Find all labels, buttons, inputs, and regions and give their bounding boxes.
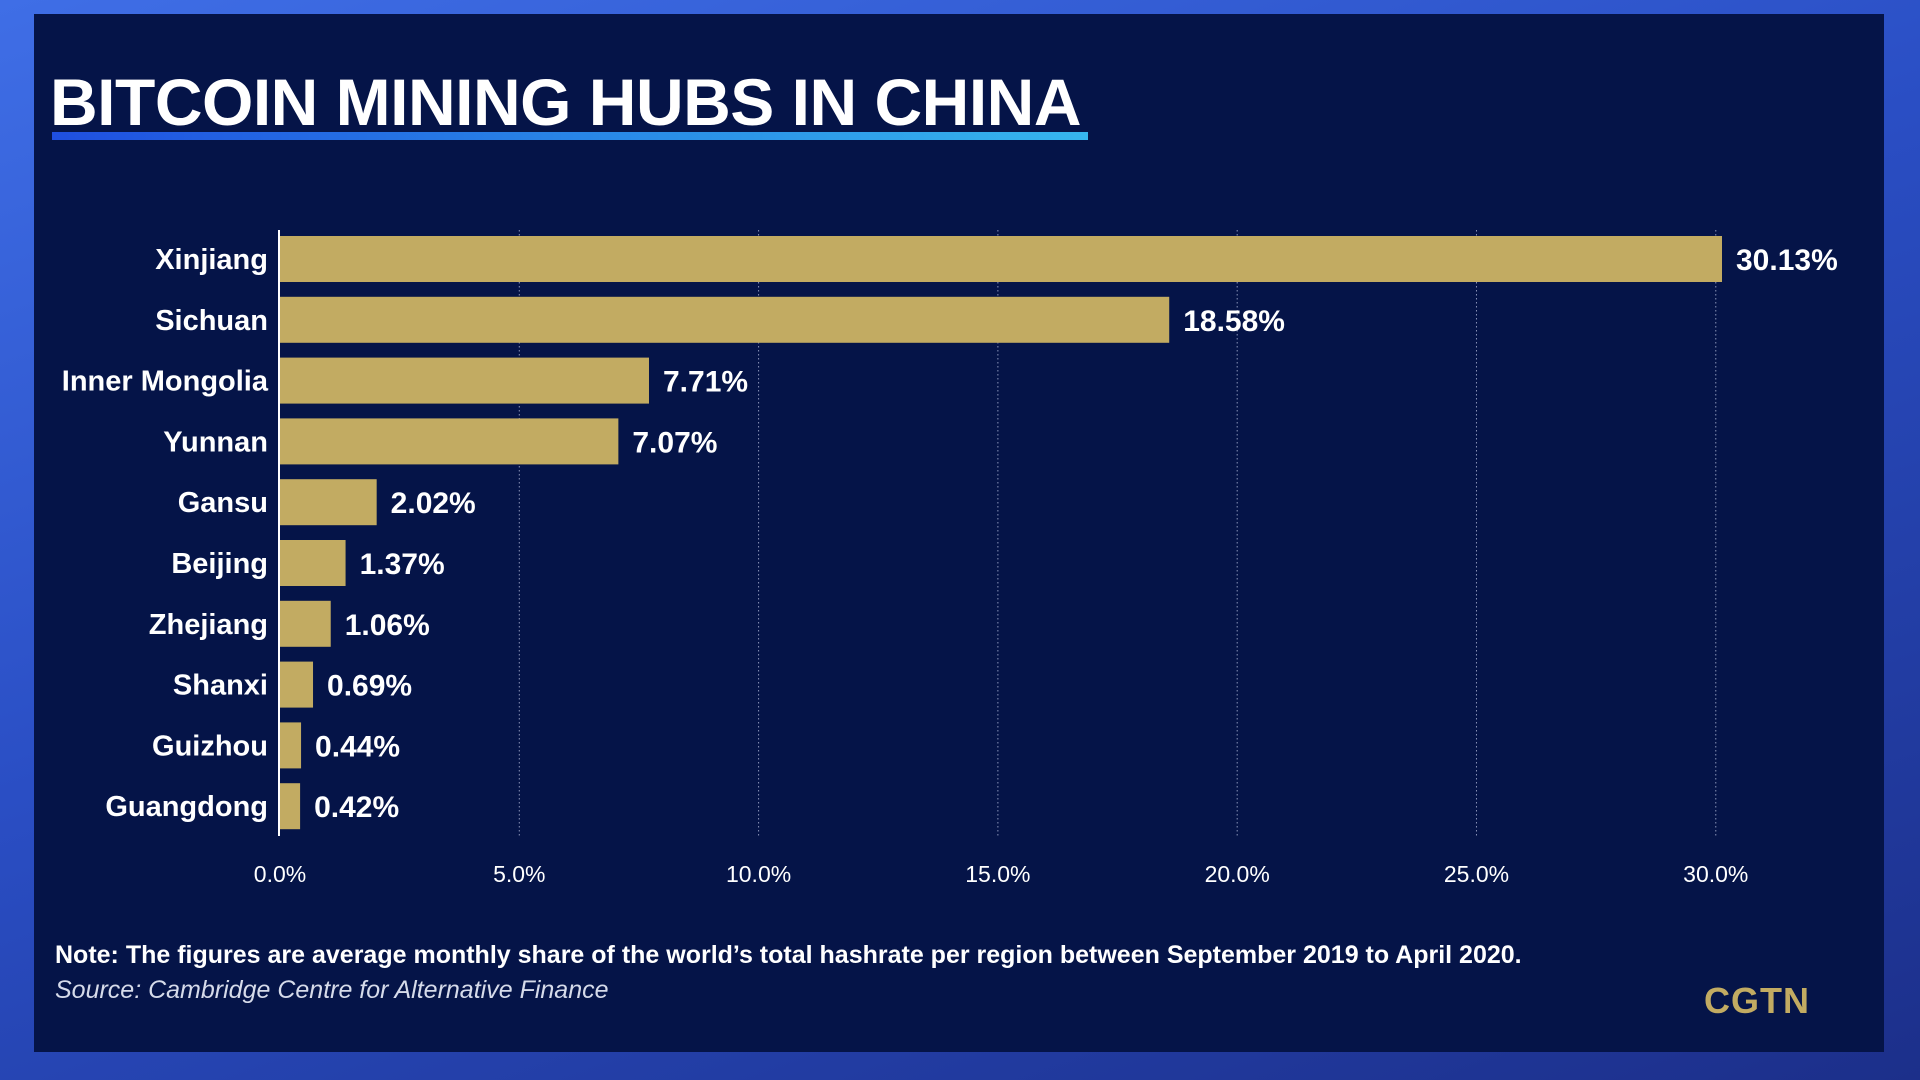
bar-guangdong — [280, 783, 301, 830]
bar-guizhou — [280, 722, 302, 769]
category-label: Xinjiang — [155, 244, 268, 276]
bar-inner-mongolia — [280, 357, 649, 404]
value-labels: 30.13% 18.58% 7.71% 7.07% 2.02% 1.37% 1.06% 0.6… — [314, 244, 1838, 824]
chart-source: Source: Cambridge Centre for Alternative… — [55, 976, 609, 1004]
x-tick-label: 5.0% — [493, 861, 545, 887]
bar-gansu — [280, 479, 377, 526]
value-label: 1.06% — [345, 609, 430, 642]
bar-yunnan — [280, 418, 619, 465]
chart-title: BITCOIN MINING HUBS IN CHINA — [50, 65, 1081, 139]
category-label: Beijing — [171, 548, 268, 580]
category-label: Gansu — [178, 487, 268, 519]
category-label: Shanxi — [173, 670, 268, 702]
x-tick-label: 10.0% — [726, 861, 791, 887]
x-tick-label: 15.0% — [965, 861, 1030, 887]
bar-zhejiang — [280, 600, 331, 647]
value-label: 0.44% — [315, 730, 400, 763]
category-label: Guangdong — [105, 791, 268, 823]
bar-beijing — [280, 540, 346, 586]
bar-sichuan — [280, 296, 1170, 343]
value-label: 0.69% — [327, 670, 412, 703]
value-label: 18.58% — [1183, 305, 1285, 338]
chart-note: Note: The figures are average monthly sh… — [55, 941, 1522, 969]
category-label: Zhejiang — [149, 609, 268, 641]
value-label: 30.13% — [1736, 244, 1838, 277]
x-tick-label: 0.0% — [254, 861, 306, 887]
x-axis-tick-labels: 0.0% 5.0% 10.0% 15.0% 20.0% 25.0% 30.0% — [254, 861, 1749, 887]
value-label: 7.71% — [663, 366, 748, 399]
category-label: Sichuan — [155, 305, 268, 337]
bar-xinjiang — [280, 236, 1722, 282]
category-label: Guizhou — [152, 730, 268, 762]
value-label: 7.07% — [632, 426, 717, 459]
x-tick-label: 30.0% — [1683, 861, 1748, 887]
bars — [280, 236, 1722, 830]
category-labels: Xinjiang Sichuan Inner Mongolia Yunnan Gansu… — [62, 244, 269, 823]
x-tick-label: 20.0% — [1205, 861, 1270, 887]
bar-shanxi — [280, 661, 314, 708]
value-label: 2.02% — [391, 487, 476, 520]
category-label: Inner Mongolia — [62, 366, 269, 398]
x-tick-label: 25.0% — [1444, 861, 1509, 887]
value-label: 0.42% — [314, 791, 399, 824]
title-underline — [52, 132, 1088, 140]
value-label: 1.37% — [360, 548, 445, 581]
chart-panel — [34, 14, 1884, 1052]
category-label: Yunnan — [163, 426, 268, 458]
cgtn-logo: CGTN — [1704, 980, 1810, 1021]
